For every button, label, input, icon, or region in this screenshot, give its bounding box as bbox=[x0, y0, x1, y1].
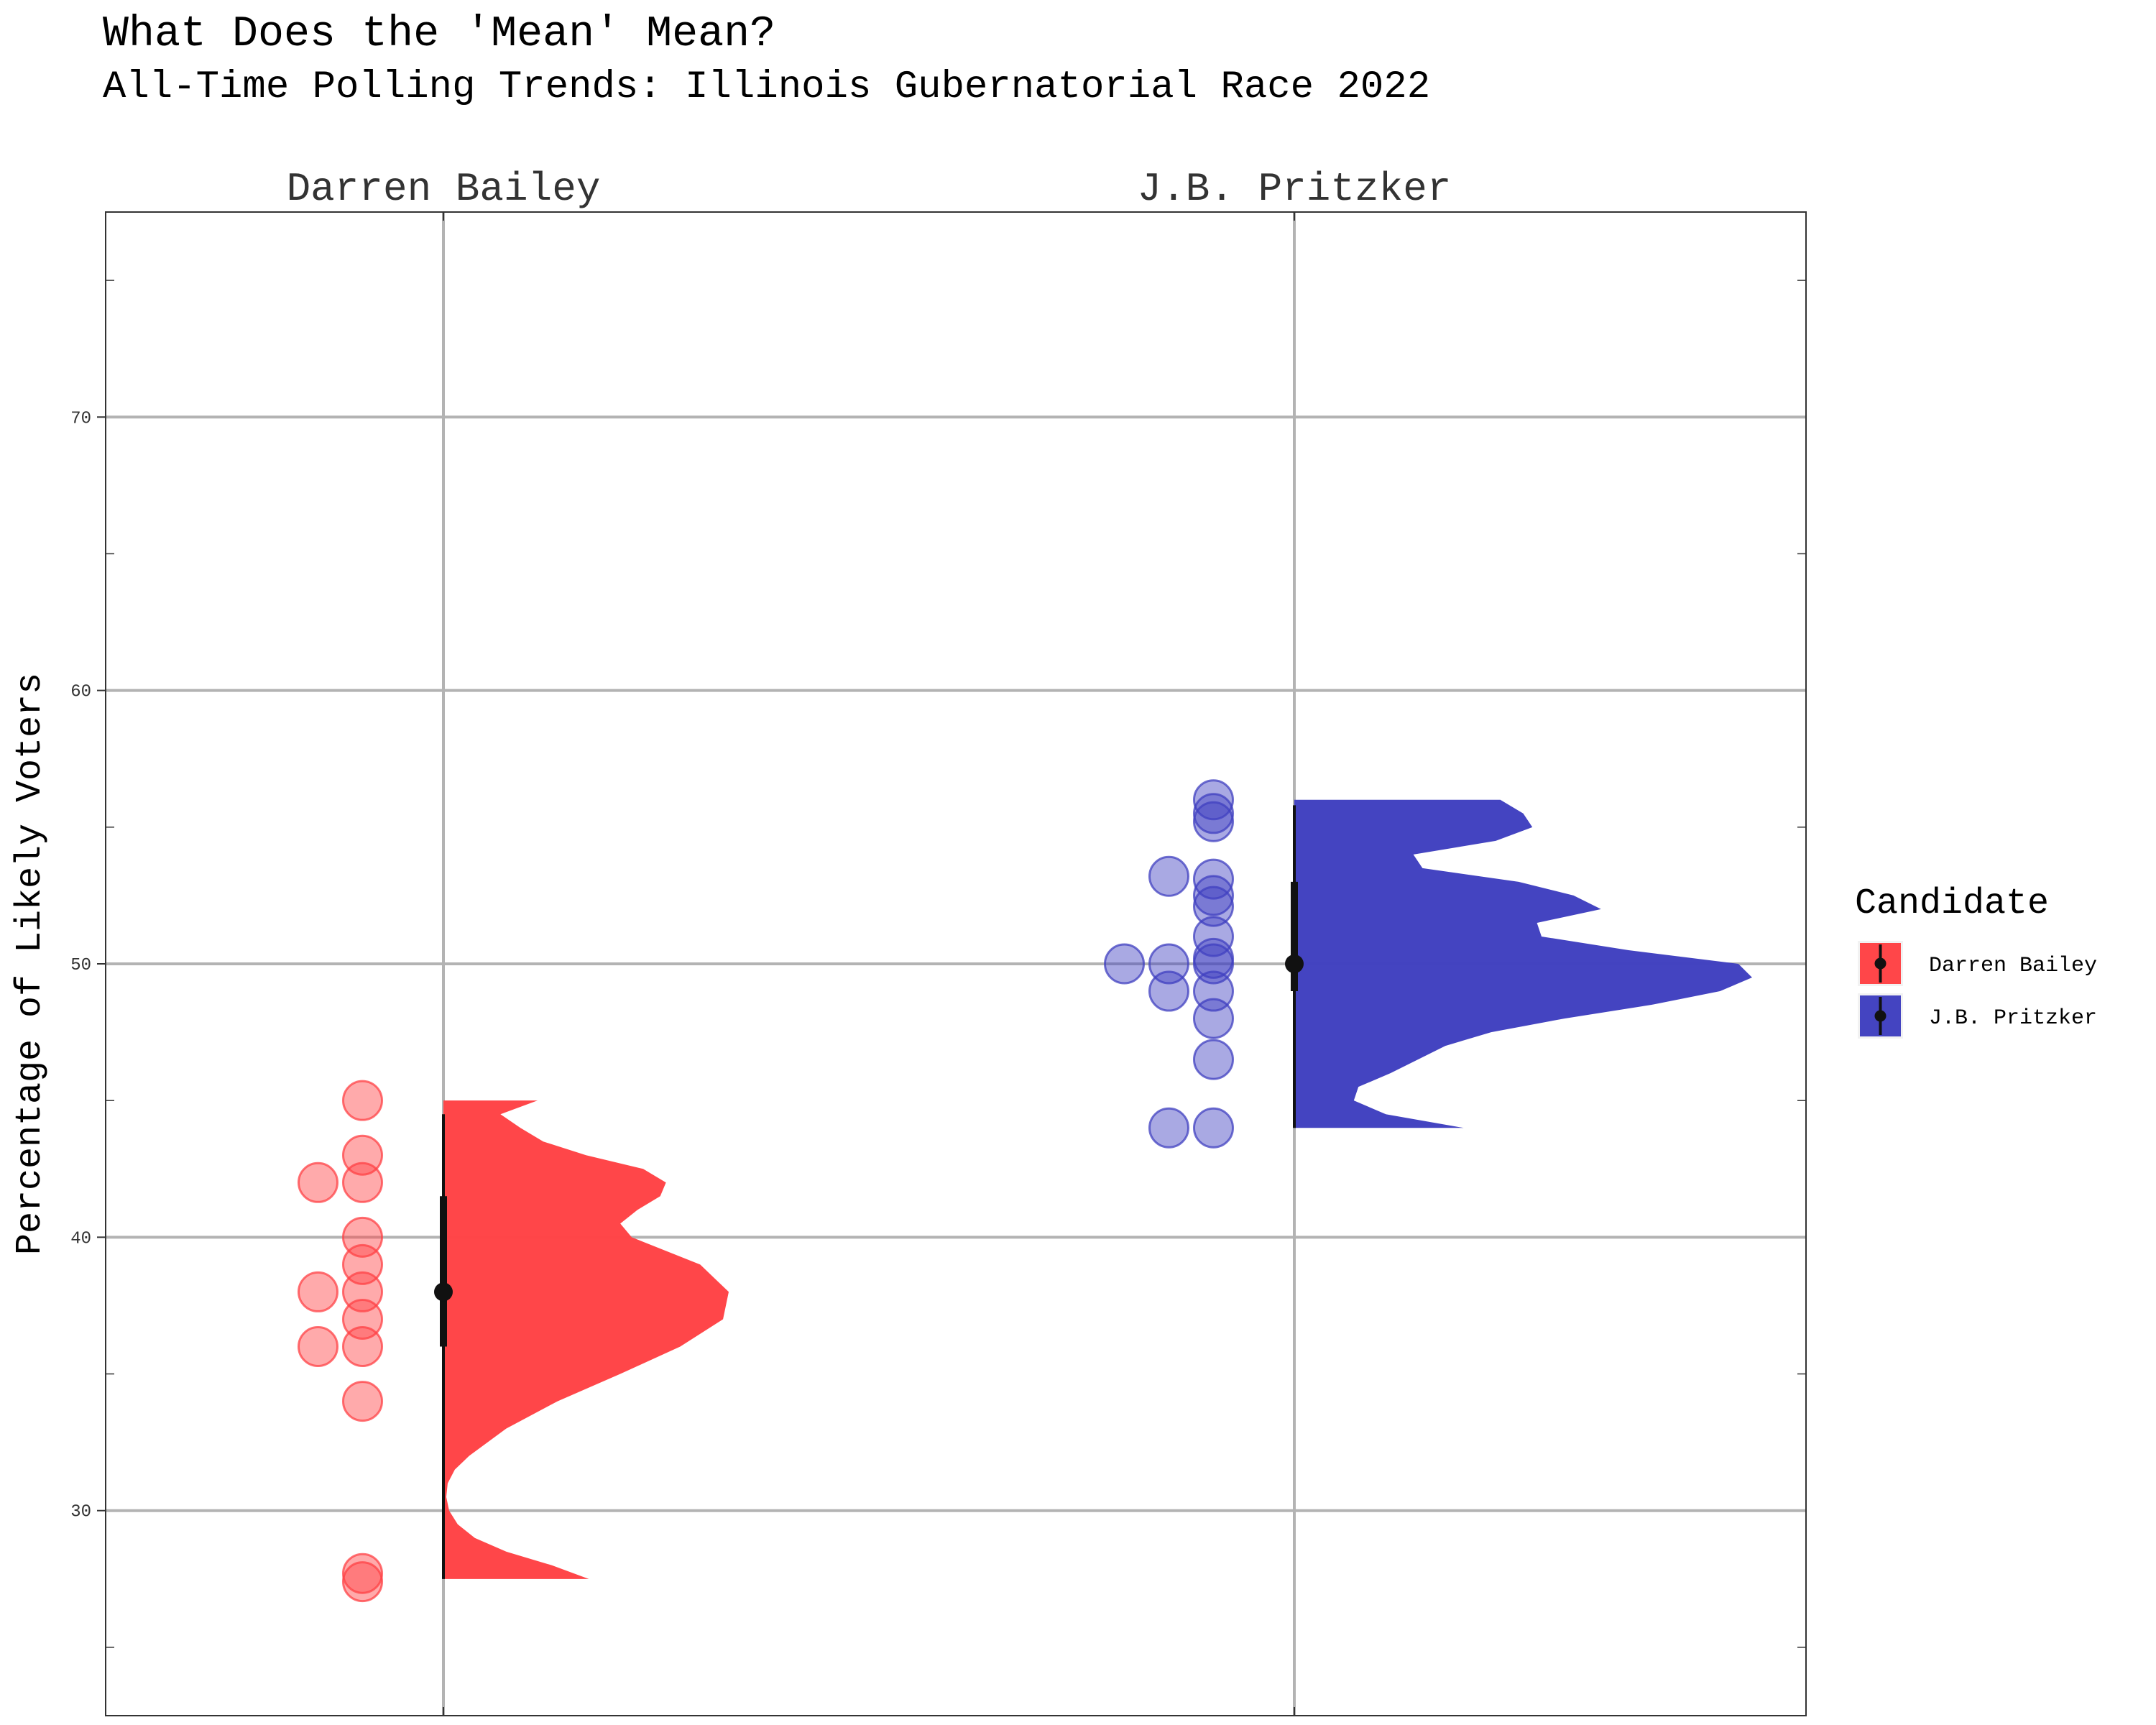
legend-label: J.B. Pritzker bbox=[1929, 1006, 2097, 1031]
mean-point bbox=[434, 1282, 453, 1302]
y-axis-label: Percentage of Likely Voters bbox=[10, 673, 51, 1255]
density-layer bbox=[443, 799, 1752, 1579]
data-point bbox=[342, 1326, 383, 1368]
y-tick-label: 70 bbox=[70, 409, 91, 428]
data-point bbox=[1193, 801, 1234, 842]
data-point bbox=[1193, 779, 1234, 821]
y-tick-label: 30 bbox=[70, 1503, 91, 1522]
interval-layer bbox=[434, 805, 1304, 1579]
data-point bbox=[342, 1080, 383, 1121]
data-point bbox=[1148, 1107, 1189, 1149]
density-area bbox=[1294, 799, 1752, 1128]
legend: Candidate Darren Bailey J.B. Pritzker bbox=[1855, 883, 2097, 1039]
y-tick-label: 50 bbox=[70, 956, 91, 975]
y-axis: 30 40 50 60 70 bbox=[70, 212, 1806, 1716]
chart-subtitle: All-Time Polling Trends: Illinois Gubern… bbox=[103, 65, 1430, 109]
data-point bbox=[1193, 998, 1234, 1039]
data-point bbox=[1193, 875, 1234, 916]
density-area bbox=[443, 1100, 729, 1579]
data-point bbox=[298, 1271, 338, 1312]
data-point bbox=[1193, 886, 1234, 927]
data-point bbox=[1148, 855, 1189, 897]
legend-label: Darren Bailey bbox=[1929, 954, 2097, 978]
data-point bbox=[298, 1326, 338, 1368]
facet-label: J.B. Pritzker bbox=[1138, 166, 1452, 212]
data-point bbox=[342, 1381, 383, 1422]
data-point bbox=[1104, 943, 1145, 985]
data-point bbox=[298, 1162, 338, 1203]
legend-key-dot bbox=[1874, 957, 1886, 970]
legend-key-dot bbox=[1874, 1010, 1886, 1022]
point-layer bbox=[298, 779, 1234, 1603]
data-point bbox=[1148, 970, 1189, 1012]
facet-label: Darren Bailey bbox=[287, 166, 601, 212]
data-point bbox=[1193, 1107, 1234, 1149]
data-point bbox=[342, 1561, 383, 1603]
chart-title: What Does the 'Mean' Mean? bbox=[103, 10, 775, 59]
y-tick-label: 60 bbox=[70, 683, 91, 702]
y-tick-label: 40 bbox=[70, 1229, 91, 1248]
facet-labels: Darren Bailey J.B. Pritzker bbox=[287, 166, 1452, 212]
mean-point bbox=[1285, 954, 1304, 973]
data-point bbox=[1193, 1039, 1234, 1080]
legend-title: Candidate bbox=[1855, 883, 2049, 924]
data-point bbox=[342, 1162, 383, 1203]
